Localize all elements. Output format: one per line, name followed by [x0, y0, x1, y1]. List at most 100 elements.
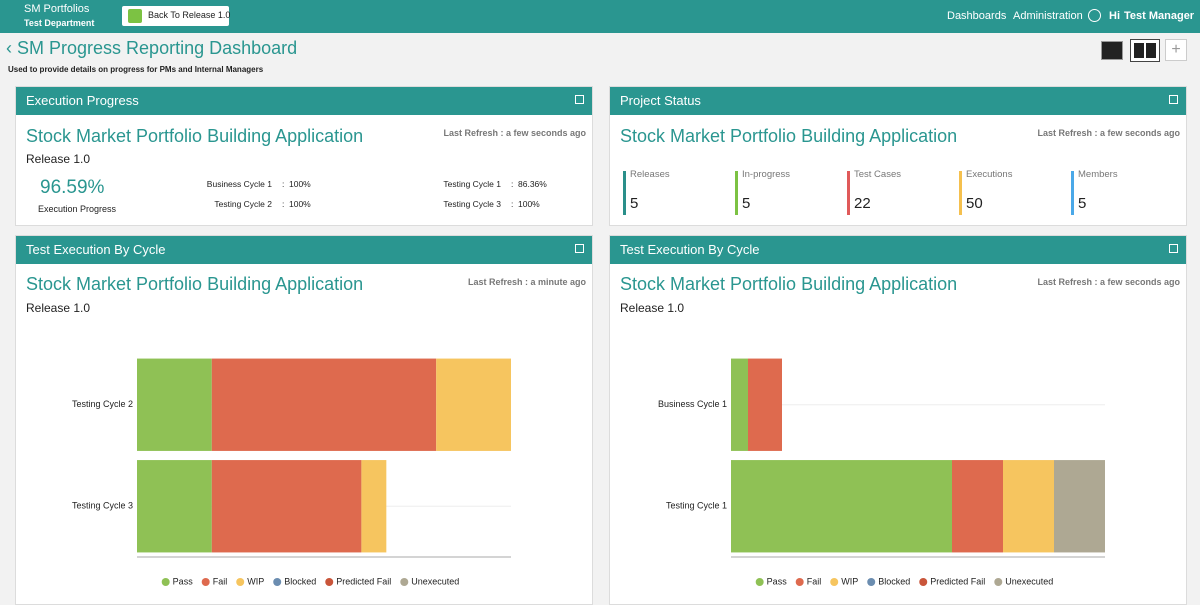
panel-title: Test Execution By Cycle: [26, 242, 166, 257]
layout-single[interactable]: [1101, 41, 1123, 60]
progress-value: 96.59%: [40, 177, 105, 198]
stat-label: Members: [1078, 169, 1118, 180]
project-title: Stock Market Portfolio Building Applicat…: [26, 126, 364, 146]
bar-segment: [748, 358, 782, 451]
greeting: Hi: [1109, 10, 1120, 22]
bar-segment: [1054, 460, 1105, 553]
bar-segment: [137, 358, 212, 451]
stat-label: Releases: [630, 169, 670, 180]
stat-bar: [959, 171, 962, 215]
legend-label: Pass: [173, 576, 194, 586]
element: [1146, 43, 1156, 58]
chart-title: Stock Market Portfolio Building Applicat…: [26, 274, 364, 294]
stat-bar: [847, 171, 850, 215]
legend-label: Blocked: [878, 576, 910, 586]
stat-label: In-progress: [742, 169, 791, 180]
y-tick-label: Business Cycle 1: [658, 399, 727, 409]
bar-segment: [436, 358, 511, 451]
cycle-value: 100%: [289, 199, 311, 209]
chart-subtitle: Release 1.0: [26, 301, 91, 315]
stat-bar: [1071, 171, 1074, 215]
refresh: Last Refresh : a few seconds ago: [1037, 277, 1180, 287]
legend-label: Blocked: [284, 576, 316, 586]
cycle-value: 100%: [518, 199, 540, 209]
layout-double[interactable]: [1130, 39, 1160, 62]
page-subtitle: Used to provide details on progress for …: [8, 65, 264, 74]
stat-value: 22: [854, 195, 871, 212]
y-tick-label: Testing Cycle 2: [72, 399, 133, 409]
refresh: Last Refresh : a few seconds ago: [1037, 128, 1180, 138]
cycle-separator: :: [282, 199, 285, 209]
nav-link[interactable]: Administration: [1013, 10, 1083, 22]
legend: Pass Fail WIP Blocked Predicted Fail Unexecut…: [755, 576, 1053, 586]
progress-label: Execution Progress: [38, 204, 117, 214]
panel-title: Project Status: [620, 93, 701, 108]
legend-swatch: [201, 578, 210, 586]
element: [1134, 43, 1144, 58]
legend-label: Predicted Fail: [930, 576, 985, 586]
legend-label: Predicted Fail: [336, 576, 391, 586]
chart: Testing Cycle 2 Testing Cycle 3 Pass Fail WI…: [72, 358, 511, 586]
user-name[interactable]: Test Manager: [1124, 10, 1195, 22]
bar-segment: [731, 460, 952, 553]
project-title: Stock Market Portfolio Building Applicat…: [620, 126, 958, 146]
cycle-value: 86.36%: [518, 179, 547, 189]
minimize[interactable]: [1169, 244, 1178, 253]
legend-swatch: [867, 578, 876, 586]
legend-label: Unexecuted: [411, 576, 459, 586]
legend-label: Fail: [213, 576, 228, 586]
chart: Business Cycle 1 Testing Cycle 1 Pass Fail W…: [658, 358, 1105, 586]
panel-header: Execution Progress: [16, 87, 592, 115]
legend-label: Unexecuted: [1005, 576, 1053, 586]
minimize[interactable]: [575, 95, 584, 104]
project-status-panel: Project Status Stock Market Portfolio Bu…: [609, 86, 1187, 226]
cycle-name: Testing Cycle 2: [214, 199, 272, 209]
chart-title: Stock Market Portfolio Building Applicat…: [620, 274, 958, 294]
panel-header: Project Status: [610, 87, 1186, 115]
nav-link[interactable]: Dashboards: [947, 10, 1007, 22]
user-icon: [1088, 9, 1101, 22]
legend-swatch: [795, 578, 804, 586]
stat-value: 5: [630, 195, 639, 212]
cycle-separator: :: [511, 199, 514, 209]
page-title: ‹ SM Progress Reporting Dashboard: [6, 38, 297, 59]
bar-segment: [211, 358, 437, 451]
chart-subtitle: Release 1.0: [620, 301, 685, 315]
stat-label: Executions: [966, 169, 1013, 180]
legend-label: WIP: [841, 576, 858, 586]
cycle-separator: :: [511, 179, 514, 189]
cycle-separator: :: [282, 179, 285, 189]
legend-label: WIP: [247, 576, 264, 586]
chart-panel: Test Execution By Cycle Stock Market Port…: [609, 235, 1187, 605]
back-icon: [128, 9, 142, 23]
stat-value: 5: [742, 195, 751, 212]
title-text: SM Progress Reporting Dashboard: [17, 38, 298, 58]
legend-label: Fail: [807, 576, 822, 586]
cycle-name: Testing Cycle 1: [443, 179, 501, 189]
department: Test Department: [24, 18, 95, 28]
legend-swatch: [400, 578, 409, 586]
add-widget[interactable]: +: [1165, 39, 1187, 61]
y-tick-label: Testing Cycle 3: [72, 501, 133, 511]
back-chevron: ‹: [6, 38, 12, 58]
legend-swatch: [273, 578, 282, 586]
back-label: Back To Release 1.0: [148, 10, 231, 20]
legend-swatch: [325, 578, 334, 586]
minimize[interactable]: [1169, 95, 1178, 104]
stat-value: 5: [1078, 195, 1087, 212]
stat-bar: [623, 171, 626, 215]
bar-segment: [211, 460, 362, 553]
refresh: Last Refresh : a minute ago: [467, 277, 586, 287]
stat-value: 50: [966, 195, 983, 212]
top-bar: SM Portfolios Test Department Back To Re…: [0, 0, 1200, 33]
panel-header: Test Execution By Cycle: [16, 236, 592, 264]
legend-label: Pass: [767, 576, 788, 586]
legend: Pass Fail WIP Blocked Predicted Fail Unexecut…: [161, 576, 459, 586]
bar-segment: [731, 358, 748, 451]
back-button[interactable]: Back To Release 1.0: [122, 6, 231, 26]
brand: SM Portfolios: [24, 3, 90, 15]
cycle-name: Business Cycle 1: [206, 179, 272, 189]
minimize[interactable]: [575, 244, 584, 253]
bar-segment: [952, 460, 1003, 553]
